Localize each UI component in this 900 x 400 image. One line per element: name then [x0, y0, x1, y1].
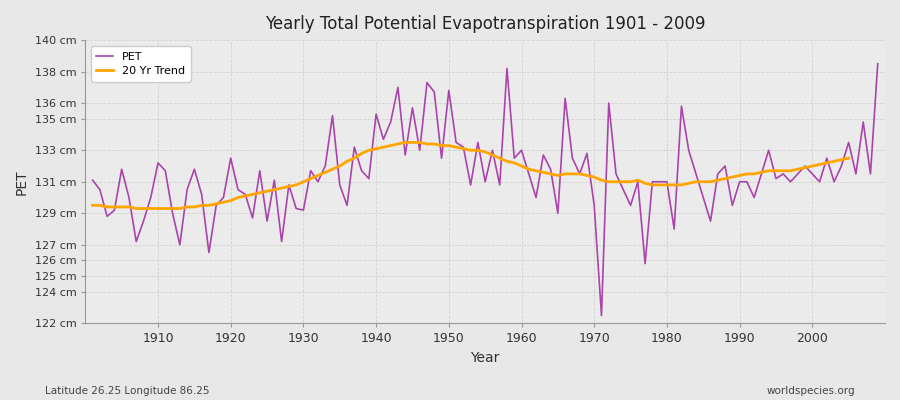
PET	[305, 168, 316, 173]
PET	[610, 172, 621, 176]
Text: Latitude 26.25 Longitude 86.25: Latitude 26.25 Longitude 86.25	[45, 386, 210, 396]
PET	[349, 145, 360, 150]
Text: worldspecies.org: worldspecies.org	[767, 386, 855, 396]
Line: PET: PET	[93, 64, 878, 316]
PET	[516, 148, 526, 153]
Y-axis label: PET: PET	[15, 169, 29, 194]
Title: Yearly Total Potential Evapotranspiration 1901 - 2009: Yearly Total Potential Evapotranspiratio…	[265, 15, 706, 33]
20 Yr Trend	[87, 203, 98, 208]
20 Yr Trend	[130, 206, 141, 211]
Line: 20 Yr Trend: 20 Yr Trend	[93, 142, 849, 208]
20 Yr Trend	[94, 203, 105, 208]
PET	[596, 313, 607, 318]
20 Yr Trend	[843, 156, 854, 160]
20 Yr Trend	[647, 182, 658, 187]
Legend: PET, 20 Yr Trend: PET, 20 Yr Trend	[91, 46, 191, 82]
20 Yr Trend	[400, 140, 410, 145]
X-axis label: Year: Year	[471, 351, 500, 365]
20 Yr Trend	[196, 203, 207, 208]
20 Yr Trend	[385, 143, 396, 148]
20 Yr Trend	[429, 142, 440, 146]
PET	[146, 195, 157, 200]
20 Yr Trend	[654, 182, 665, 187]
PET	[508, 156, 519, 160]
PET	[87, 178, 98, 182]
PET	[872, 61, 883, 66]
